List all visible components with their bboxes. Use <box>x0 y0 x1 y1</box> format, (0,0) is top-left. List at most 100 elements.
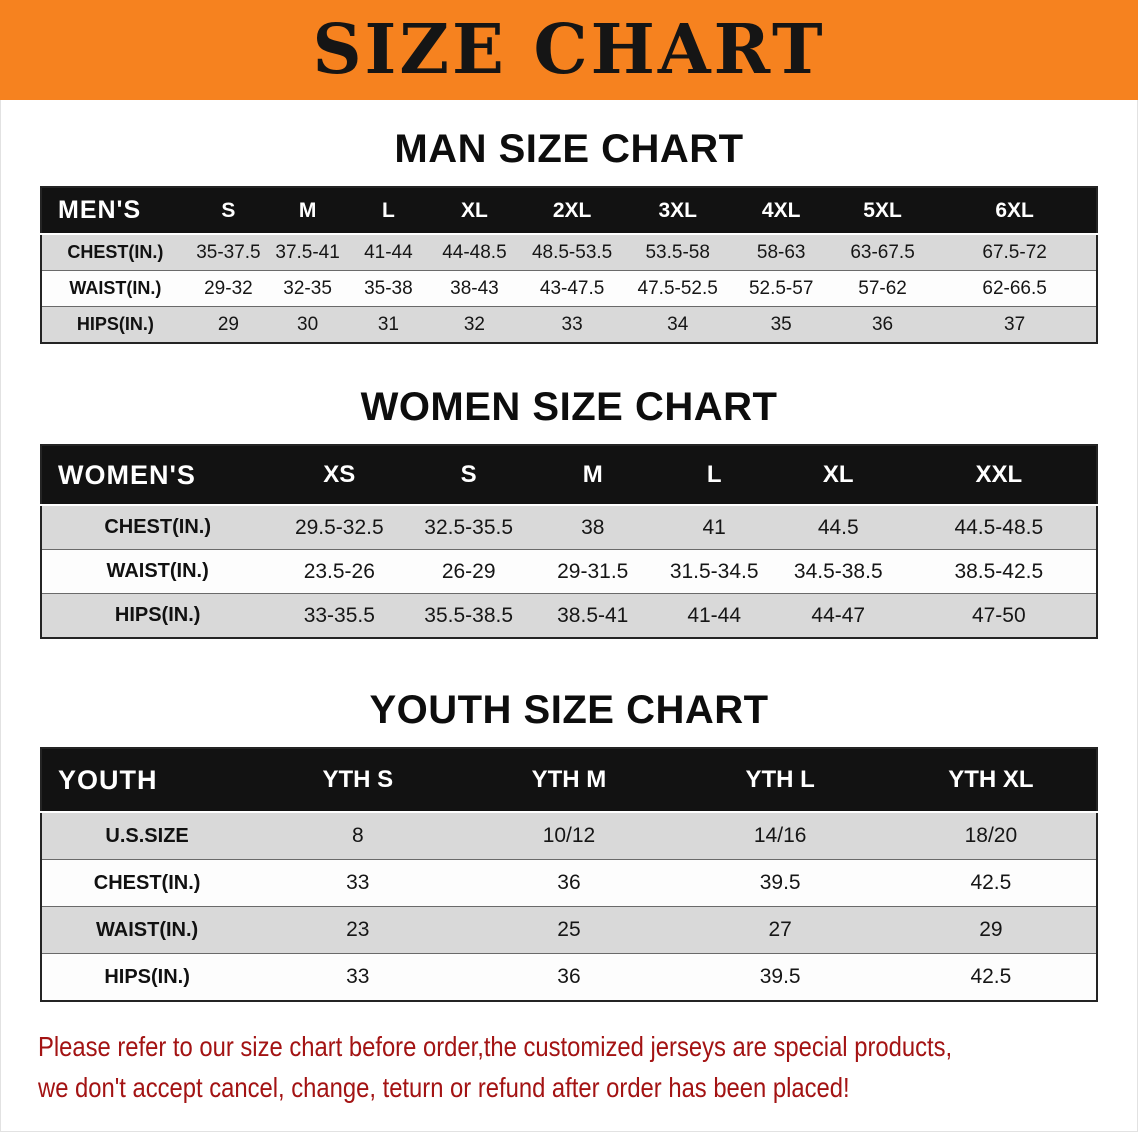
size-column-header: 5XL <box>831 187 934 234</box>
size-value: 42.5 <box>970 965 1012 988</box>
women-section: WOMEN SIZE CHART WOMEN'S XS S M L XL XXL <box>0 384 1138 639</box>
women-header-row: WOMEN'S XS S M L XL XXL <box>41 445 1097 505</box>
size-column-header: YTH XL <box>885 748 1097 812</box>
size-value: 41-44 <box>364 241 413 263</box>
footer-note-line2: we don't accept cancel, change, teturn o… <box>38 1072 850 1103</box>
size-value: 33 <box>346 871 370 894</box>
size-value: 33 <box>561 313 583 335</box>
men-corner-label: MEN'S <box>41 187 189 234</box>
size-value: 35 <box>770 313 792 335</box>
men-header-row: MEN'S S M L XL 2XL 3XL 4XL 5XL 6XL <box>41 187 1097 234</box>
size-value: 38-43 <box>450 277 499 299</box>
size-column-header: L <box>347 187 430 234</box>
size-value: 36 <box>557 871 581 894</box>
men-chest-row: CHEST(IN.) 35-37.5 37.5-41 41-44 44-48.5… <box>41 234 1097 271</box>
size-value: 43-47.5 <box>539 277 605 299</box>
youth-corner-label: YOUTH <box>41 748 253 812</box>
women-hips-row: HIPS(IN.) 33-35.5 35.5-38.5 38.5-41 41-4… <box>41 593 1097 638</box>
size-value: 18/20 <box>964 824 1018 847</box>
men-hips-row: HIPS(IN.) 29 30 31 32 33 34 35 36 37 <box>41 306 1097 343</box>
row-label: WAIST(IN.) <box>95 918 199 941</box>
row-label: U.S.SIZE <box>105 824 189 847</box>
size-column-header: 6XL <box>933 187 1097 234</box>
size-column-header: L <box>653 445 775 505</box>
size-value: 35.5-38.5 <box>424 603 514 627</box>
size-value: 27 <box>768 918 792 941</box>
size-value: 29.5-32.5 <box>294 515 384 539</box>
size-value: 31 <box>377 313 399 335</box>
size-value: 32 <box>463 313 485 335</box>
size-value: 37 <box>1004 313 1026 335</box>
youth-header-row: YOUTH YTH S YTH M YTH L YTH XL <box>41 748 1097 812</box>
page-title: SIZE CHART <box>312 10 826 90</box>
size-value: 23.5-26 <box>303 559 375 583</box>
footer-note-line1: Please refer to our size chart before or… <box>38 1031 953 1062</box>
size-value: 36 <box>871 313 894 335</box>
size-value: 32.5-35.5 <box>424 515 514 539</box>
size-value: 26-29 <box>441 559 496 583</box>
size-value: 34.5-38.5 <box>793 559 883 583</box>
women-section-heading: WOMEN SIZE CHART <box>360 385 778 429</box>
size-value: 41-44 <box>687 603 742 627</box>
size-value: 31.5-34.5 <box>669 559 759 583</box>
men-section-heading: MAN SIZE CHART <box>394 127 744 171</box>
size-chart-page: SIZE CHART MAN SIZE CHART MEN'S S M L XL… <box>0 0 1138 1108</box>
size-value: 52.5-57 <box>748 277 814 299</box>
women-size-table: WOMEN'S XS S M L XL XXL CHEST(IN.) 29.5-… <box>40 444 1098 639</box>
size-column-header: YTH L <box>674 748 886 812</box>
size-column-header: S <box>405 445 533 505</box>
size-value: 35-37.5 <box>196 241 261 263</box>
women-corner-label: WOMEN'S <box>41 445 274 505</box>
size-value: 63-67.5 <box>850 241 915 263</box>
size-value: 39.5 <box>759 871 801 894</box>
size-value: 41 <box>702 515 726 539</box>
youth-size-table: YOUTH YTH S YTH M YTH L YTH XL U.S.SIZE … <box>40 747 1098 1002</box>
size-value: 14/16 <box>753 824 807 847</box>
size-column-header: XL <box>774 445 902 505</box>
size-value: 29 <box>217 313 239 335</box>
men-size-table: MEN'S S M L XL 2XL 3XL 4XL 5XL 6XL CHEST… <box>40 186 1098 344</box>
size-column-header: M <box>532 445 654 505</box>
youth-chest-row: CHEST(IN.) 33 36 39.5 42.5 <box>41 859 1097 907</box>
size-column-header: M <box>268 187 348 234</box>
size-value: 48.5-53.5 <box>531 241 613 263</box>
men-section: MAN SIZE CHART MEN'S S M L XL 2XL 3XL 4X… <box>0 126 1138 344</box>
size-value: 29-31.5 <box>557 559 629 583</box>
size-value: 29 <box>979 918 1003 941</box>
size-value: 44.5-48.5 <box>954 515 1044 539</box>
size-value: 38.5-41 <box>557 603 629 627</box>
men-waist-row: WAIST(IN.) 29-32 32-35 35-38 38-43 43-47… <box>41 270 1097 307</box>
youth-waist-row: WAIST(IN.) 23 25 27 29 <box>41 906 1097 954</box>
size-value: 57-62 <box>858 277 907 299</box>
size-value: 67.5-72 <box>982 241 1047 263</box>
size-value: 38 <box>581 515 605 539</box>
row-label: WAIST(IN.) <box>106 560 209 582</box>
size-value: 62-66.5 <box>982 277 1047 299</box>
size-value: 36 <box>557 965 581 988</box>
size-value: 47.5-52.5 <box>637 277 718 299</box>
size-value: 39.5 <box>759 965 801 988</box>
row-label: CHEST(IN.) <box>67 242 164 262</box>
youth-section: YOUTH SIZE CHART YOUTH YTH S YTH M YTH L… <box>0 687 1138 1002</box>
youth-section-heading: YOUTH SIZE CHART <box>369 688 769 732</box>
size-column-header: 3XL <box>624 187 731 234</box>
women-waist-row: WAIST(IN.) 23.5-26 26-29 29-31.5 31.5-34… <box>41 549 1097 594</box>
size-value: 25 <box>557 918 581 941</box>
size-value: 44.5 <box>817 515 859 539</box>
size-value: 33 <box>346 965 370 988</box>
banner: SIZE CHART <box>0 0 1138 100</box>
women-chest-row: CHEST(IN.) 29.5-32.5 32.5-35.5 38 41 44.… <box>41 505 1097 550</box>
size-value: 10/12 <box>542 824 596 847</box>
size-value: 42.5 <box>970 871 1012 894</box>
footer-note: Please refer to our size chart before or… <box>38 1026 1138 1108</box>
size-column-header: 2XL <box>519 187 625 234</box>
size-value: 8 <box>351 824 364 847</box>
size-value: 29-32 <box>204 277 253 299</box>
size-value: 53.5-58 <box>645 241 710 263</box>
size-column-header: YTH M <box>463 748 675 812</box>
size-value: 33-35.5 <box>303 603 375 627</box>
row-label: HIPS(IN.) <box>76 314 154 334</box>
row-label: WAIST(IN.) <box>69 278 162 298</box>
size-value: 23 <box>346 918 370 941</box>
size-column-header: XS <box>273 445 406 505</box>
